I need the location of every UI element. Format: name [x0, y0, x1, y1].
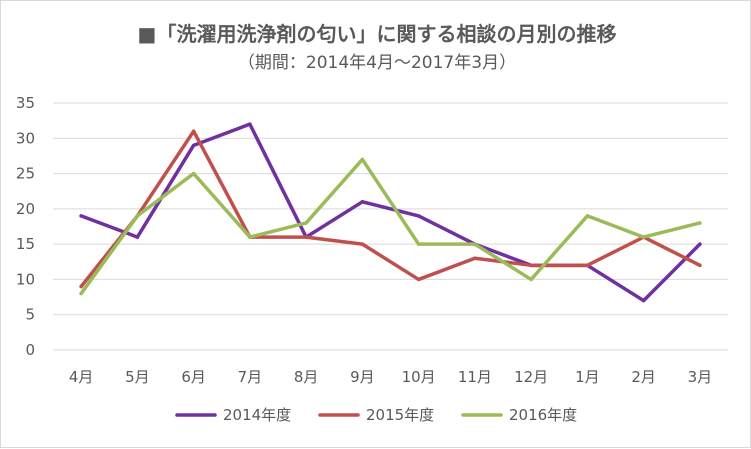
data-point: [360, 242, 365, 246]
data-point: [698, 242, 702, 246]
chart-subtitle: （期間：2014年4月～2017年3月）: [238, 53, 516, 73]
y-tick-label: 5: [25, 306, 35, 324]
x-axis-ticks: 4月 5月 6月 7月 8月 9月 10月 11月 12月 1月 2月 3月: [69, 368, 712, 386]
chart-title: ■「洗濯用洗浄剤の匂い」に関する相談の月別の推移: [138, 22, 617, 46]
y-tick-label: 20: [16, 200, 35, 218]
x-tick-label: 6月: [181, 368, 206, 386]
data-point: [360, 200, 365, 204]
data-point: [585, 214, 590, 218]
legend-label: 2016年度: [509, 406, 577, 424]
data-point: [416, 242, 421, 246]
data-point: [79, 291, 83, 296]
x-tick-label: 4月: [69, 368, 94, 386]
data-point: [473, 256, 477, 261]
data-point: [641, 235, 646, 239]
data-point: [585, 263, 590, 268]
x-tick-label: 12月: [514, 368, 548, 386]
data-point: [416, 214, 421, 218]
x-tick-label: 2月: [631, 368, 656, 386]
data-point: [79, 284, 83, 289]
data-point: [360, 157, 365, 162]
y-tick-label: 30: [16, 129, 35, 147]
x-tick-label: 1月: [575, 368, 600, 386]
data-point: [529, 277, 533, 282]
data-point: [191, 129, 196, 133]
data-point: [698, 221, 702, 225]
y-tick-label: 15: [16, 235, 35, 253]
data-point: [304, 235, 308, 239]
series-line-2016年度: [79, 157, 702, 296]
y-axis-ticks: 0 5 10 15 20 25 30 35: [16, 94, 35, 359]
data-point: [416, 277, 421, 282]
data-point: [304, 221, 308, 225]
data-point: [529, 263, 533, 268]
legend-label: 2014年度: [223, 406, 291, 424]
legend: 2014年度 2015年度 2016年度: [175, 406, 577, 424]
data-point: [135, 214, 140, 218]
data-point: [248, 235, 252, 239]
gridlines: [53, 102, 728, 351]
x-tick-label: 5月: [125, 368, 150, 386]
x-tick-label: 9月: [350, 368, 375, 386]
x-tick-label: 10月: [402, 368, 436, 386]
x-tick-label: 7月: [238, 368, 263, 386]
series-lines: [79, 122, 702, 303]
x-tick-label: 3月: [688, 368, 713, 386]
x-tick-label: 11月: [458, 368, 492, 386]
y-tick-label: 25: [16, 165, 35, 183]
data-point: [135, 235, 140, 239]
data-point: [191, 171, 196, 176]
y-tick-label: 10: [16, 270, 35, 288]
data-point: [641, 298, 646, 303]
y-tick-label: 0: [25, 341, 35, 359]
y-tick-label: 35: [16, 94, 35, 112]
data-point: [191, 143, 196, 148]
data-point: [248, 122, 252, 126]
data-point: [473, 242, 477, 246]
x-tick-label: 8月: [294, 368, 319, 386]
legend-label: 2015年度: [366, 406, 434, 424]
data-point: [698, 263, 702, 268]
series-line-2014年度: [79, 122, 702, 303]
series-line-2015年度: [79, 129, 702, 289]
data-point: [79, 214, 83, 218]
